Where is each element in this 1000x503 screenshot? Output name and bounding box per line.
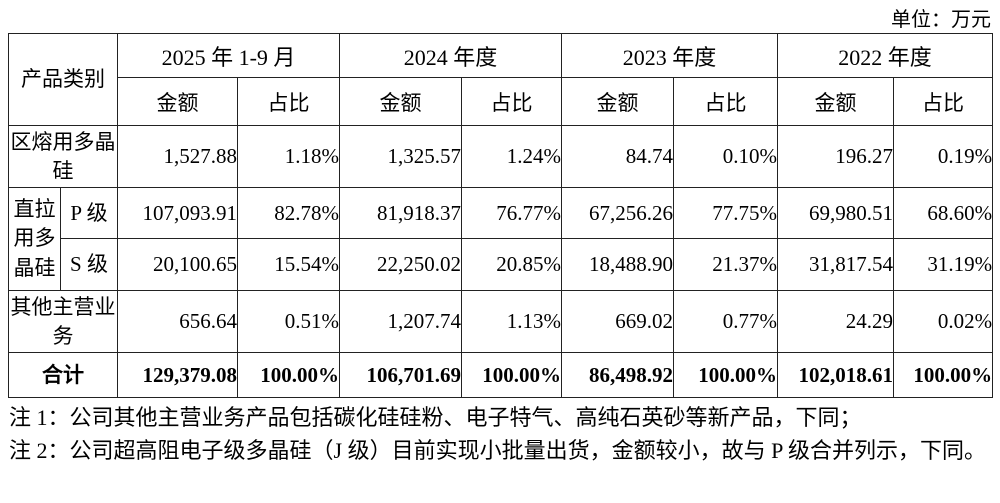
cell-amount: 31,817.54 <box>777 238 895 291</box>
row-label: S 级 <box>60 238 118 291</box>
cell-ratio: 15.54% <box>236 238 341 291</box>
cell-ratio: 68.60% <box>893 187 994 239</box>
cell-ratio: 0.02% <box>893 290 994 353</box>
cell-ratio: 100.00% <box>461 352 563 398</box>
table-row-float-zone-silicon: 区熔用多晶硅 1,527.88 1.18% 1,325.57 1.24% 84.… <box>8 125 994 188</box>
cell-amount: 102,018.61 <box>777 352 895 398</box>
table-row-total: 合计 129,379.08 100.00% 106,701.69 100.00%… <box>8 352 994 398</box>
cell-amount: 84.74 <box>561 125 675 188</box>
cell-amount: 107,093.91 <box>117 187 238 239</box>
cell-ratio: 77.75% <box>673 187 779 239</box>
cell-amount: 106,701.69 <box>339 352 463 398</box>
table-row-other-main-business: 其他主营业务 656.64 0.51% 1,207.74 1.13% 669.0… <box>8 290 994 353</box>
cell-ratio: 20.85% <box>461 238 563 291</box>
cell-ratio: 0.19% <box>893 125 994 188</box>
cell-amount: 196.27 <box>777 125 895 188</box>
ratio-header: 占比 <box>893 77 994 126</box>
row-label: 其他主营业务 <box>8 290 118 353</box>
cell-amount: 86,498.92 <box>561 352 675 398</box>
row-label: 区熔用多晶硅 <box>8 125 118 188</box>
cell-amount: 656.64 <box>117 290 238 353</box>
footnote-2: 注 2：公司超高阻电子级多晶硅（J 级）目前实现小批量出货，金额较小，故与 P … <box>9 438 986 463</box>
cell-ratio: 21.37% <box>673 238 779 291</box>
amount-header: 金额 <box>339 77 463 126</box>
amount-header: 金额 <box>561 77 675 126</box>
cell-ratio: 0.10% <box>673 125 779 188</box>
cell-ratio: 100.00% <box>673 352 779 398</box>
revenue-breakdown-table: 产品类别 2025 年 1-9 月 2024 年度 2023 年度 2022 年… <box>8 33 994 398</box>
cell-ratio: 1.13% <box>461 290 563 353</box>
cell-ratio: 76.77% <box>461 187 563 239</box>
cell-ratio: 1.18% <box>236 125 341 188</box>
cell-ratio: 1.24% <box>461 125 563 188</box>
cell-ratio: 100.00% <box>236 352 341 398</box>
table-row-cz-silicon-s-grade: S 级 20,100.65 15.54% 22,250.02 20.85% 18… <box>9 238 994 291</box>
unit-label: 单位：万元 <box>891 9 991 31</box>
cell-amount: 20,100.65 <box>117 238 238 291</box>
amount-header: 金额 <box>117 77 238 126</box>
footnote-1: 注 1：公司其他主营业务产品包括碳化硅硅粉、电子特气、高纯石英砂等新产品，下同； <box>9 405 862 430</box>
cell-amount: 69,980.51 <box>777 187 895 239</box>
cell-ratio: 0.51% <box>236 290 341 353</box>
cell-amount: 67,256.26 <box>561 187 675 239</box>
period-header-2023: 2023 年度 <box>561 33 779 78</box>
cell-amount: 669.02 <box>561 290 675 353</box>
cell-amount: 22,250.02 <box>339 238 463 291</box>
cell-amount: 1,527.88 <box>117 125 238 188</box>
cell-amount: 81,918.37 <box>339 187 463 239</box>
cell-ratio: 31.19% <box>893 238 994 291</box>
group-label-cz-silicon: 直拉用多晶硅 <box>8 187 61 291</box>
cell-amount: 1,325.57 <box>339 125 463 188</box>
cell-amount: 18,488.90 <box>561 238 675 291</box>
ratio-header: 占比 <box>461 77 563 126</box>
ratio-header: 占比 <box>236 77 341 126</box>
header-row-metrics: 金额 占比 金额 占比 金额 占比 金额 占比 <box>9 77 994 126</box>
cell-ratio: 100.00% <box>893 352 994 398</box>
row-label: P 级 <box>60 187 118 239</box>
corner-header: 产品类别 <box>8 33 118 126</box>
period-header-2024: 2024 年度 <box>339 33 563 78</box>
amount-header: 金额 <box>777 77 895 126</box>
period-header-2022: 2022 年度 <box>777 33 994 78</box>
period-header-2025: 2025 年 1-9 月 <box>116 33 341 78</box>
footnotes: 注 1：公司其他主营业务产品包括碳化硅硅粉、电子特气、高纯石英砂等新产品，下同；… <box>9 401 995 467</box>
cell-amount: 24.29 <box>777 290 895 353</box>
ratio-header: 占比 <box>673 77 779 126</box>
cell-amount: 1,207.74 <box>339 290 463 353</box>
table-row-cz-silicon-p-grade: 直拉用多晶硅 P 级 107,093.91 82.78% 81,918.37 7… <box>8 187 994 291</box>
header-row-periods: 产品类别 2025 年 1-9 月 2024 年度 2023 年度 2022 年… <box>8 33 994 126</box>
cell-ratio: 0.77% <box>673 290 779 353</box>
cell-amount: 129,379.08 <box>117 352 238 398</box>
row-label-total: 合计 <box>8 352 118 398</box>
cell-ratio: 82.78% <box>236 187 341 239</box>
